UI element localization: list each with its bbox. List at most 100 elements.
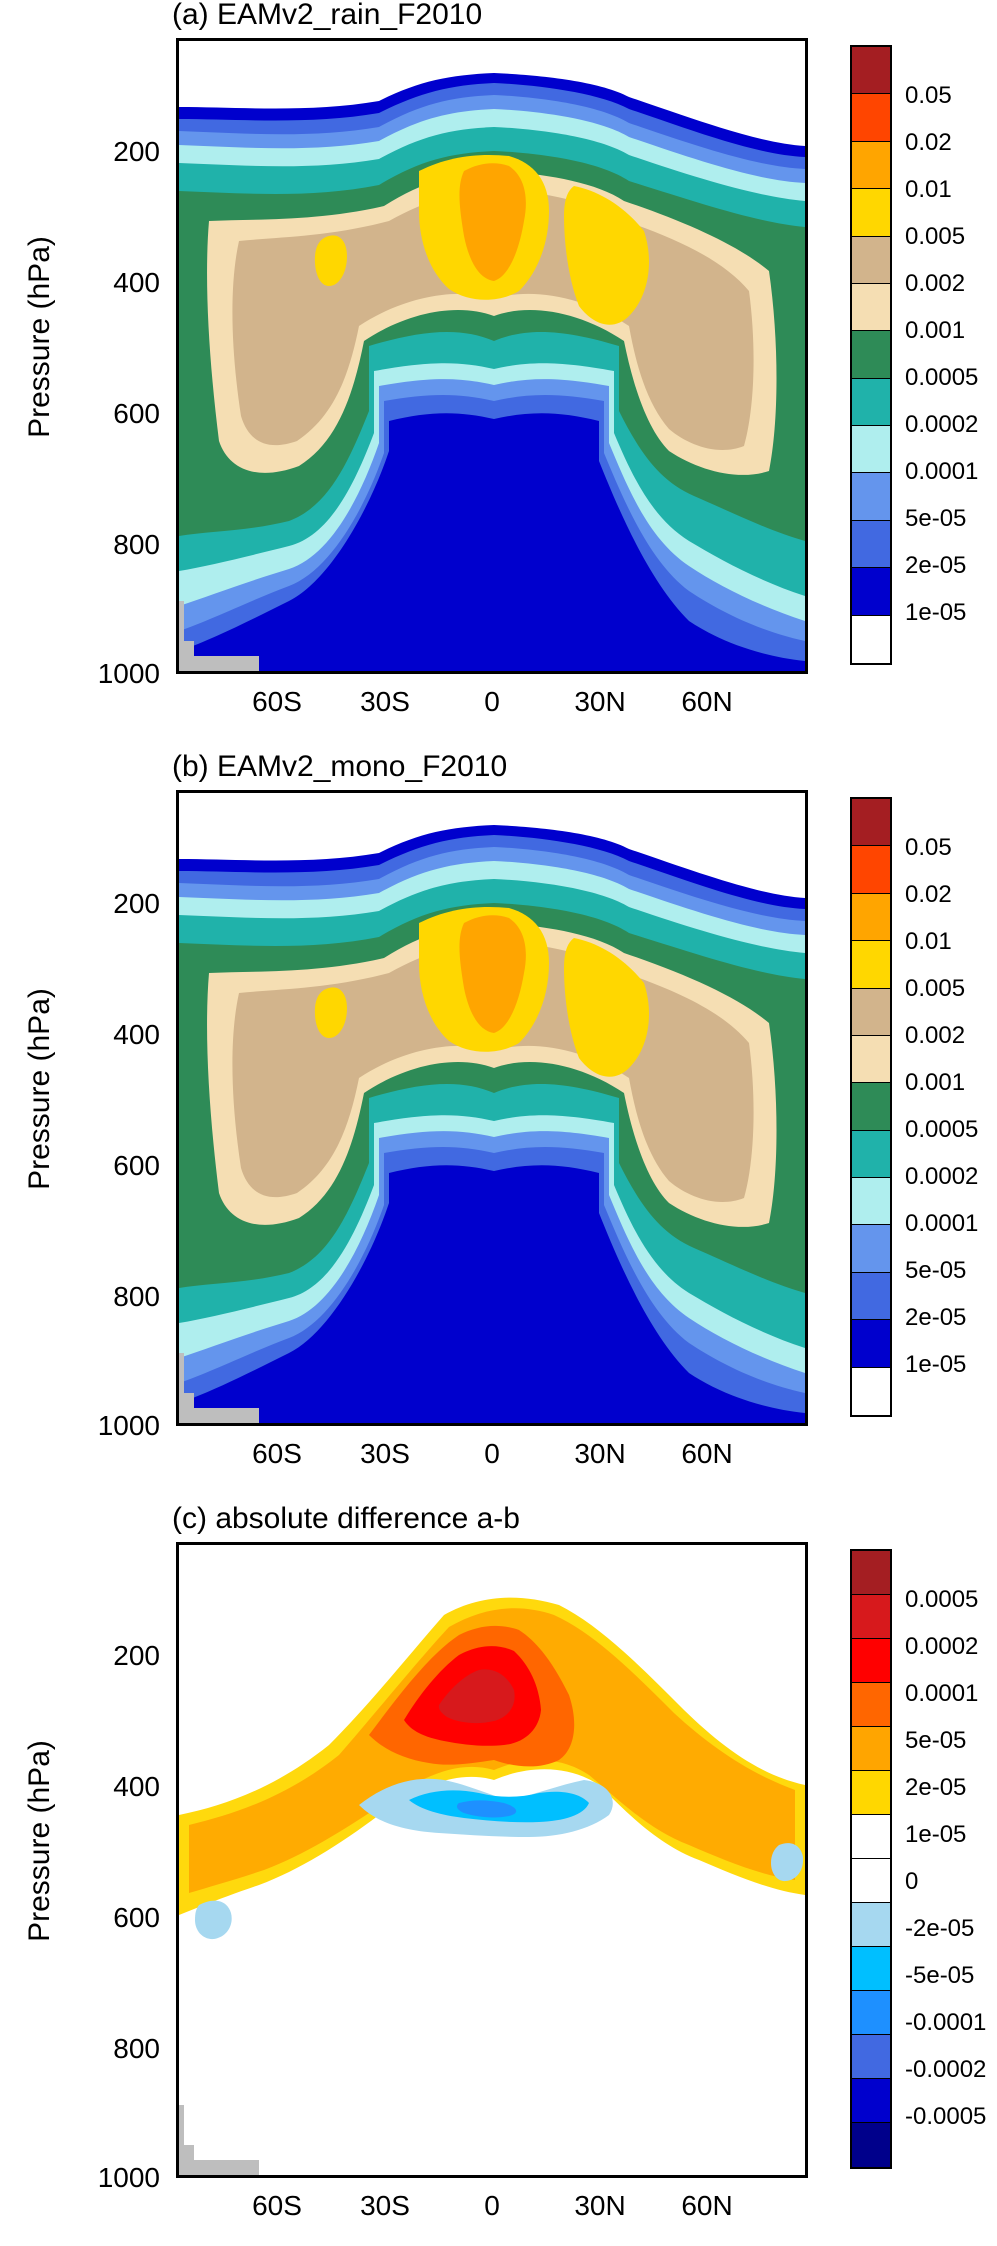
colorbar-swatch	[852, 893, 890, 942]
contour-1e-02	[459, 915, 526, 1033]
panel-b-colorbar	[850, 797, 892, 1417]
xtick-30S: 30S	[360, 686, 410, 717]
colorbar-swatch	[852, 283, 890, 332]
colorbar-swatch	[852, 1771, 890, 1815]
xtick-60N: 60N	[681, 686, 733, 717]
xtick-0: 0	[484, 2190, 500, 2221]
ytick-800: 800	[113, 529, 160, 560]
colorbar-swatch	[852, 141, 890, 190]
cbar-label: 0.005	[905, 223, 966, 250]
cbar-label: 0.05	[905, 834, 952, 861]
colorbar-swatch	[852, 799, 890, 847]
colorbar-swatch	[852, 2035, 890, 2079]
terrain	[179, 601, 259, 671]
ytick-200: 200	[113, 888, 160, 919]
cbar-label: 0.0002	[905, 1163, 979, 1190]
xtick-60N: 60N	[681, 1438, 733, 1469]
colorbar-swatch	[852, 1272, 890, 1321]
cbar-label: 2e-05	[905, 1774, 967, 1801]
cbar-label: 5e-05	[905, 505, 967, 532]
cbar-label: 1e-05	[905, 1821, 967, 1848]
contour-5e-03-b	[564, 938, 649, 1077]
colorbar-swatch	[852, 846, 890, 894]
cbar-label: 5e-05	[905, 1727, 967, 1754]
diff-band-left-blue	[195, 1900, 232, 1940]
xtick-0: 0	[484, 686, 500, 717]
ytick-200: 200	[113, 1640, 160, 1671]
xtick-60S: 60S	[252, 1438, 302, 1469]
xtick-30N: 30N	[574, 2190, 626, 2221]
diff-band-neg-1e-04	[456, 1800, 517, 1818]
cbar-label: -0.0002	[905, 2056, 987, 2083]
colorbar-swatch	[852, 2079, 890, 2123]
contour-5e-03-b	[564, 186, 649, 325]
contour-1e-02	[459, 163, 526, 281]
colorbar-swatch	[852, 988, 890, 1036]
cbar-label: 5e-05	[905, 1257, 967, 1284]
colorbar-swatch	[852, 1639, 890, 1683]
colorbar-swatch	[852, 1947, 890, 1991]
ytick-1000: 1000	[97, 2162, 160, 2193]
cbar-label: 0.0005	[905, 1586, 979, 1613]
cbar-label: 0.01	[905, 176, 952, 203]
colorbar-swatch	[852, 1551, 890, 1595]
colorbar-swatch	[852, 1130, 890, 1178]
cbar-label: 0.0002	[905, 411, 979, 438]
contour-5e-03-c	[314, 235, 347, 286]
cbar-label: 1e-05	[905, 599, 967, 626]
xtick-30N: 30N	[574, 686, 626, 717]
xtick-60S: 60S	[252, 686, 302, 717]
cbar-label: 0.0001	[905, 1210, 979, 1237]
cbar-label: -5e-05	[905, 1962, 975, 1989]
panel-a-plot	[176, 38, 808, 674]
cbar-label: 2e-05	[905, 552, 967, 579]
panel-c-colorbar	[850, 1549, 892, 2169]
colorbar-swatch	[852, 1035, 890, 1084]
cbar-label: -2e-05	[905, 1915, 975, 1942]
ytick-600: 600	[113, 398, 160, 429]
ytick-800: 800	[113, 2033, 160, 2064]
cbar-label: 0.002	[905, 1022, 966, 1049]
colorbar-swatch	[852, 520, 890, 569]
xtick-30S: 30S	[360, 2190, 410, 2221]
ytick-1000: 1000	[97, 658, 160, 689]
cbar-label: 0.002	[905, 270, 966, 297]
cbar-label: 0.001	[905, 317, 966, 344]
cbar-label: -0.0001	[905, 2009, 987, 2036]
cbar-label: 0.005	[905, 975, 966, 1002]
ytick-600: 600	[113, 1150, 160, 1181]
panel-a-title: (a) EAMv2_rain_F2010	[172, 0, 483, 31]
colorbar-swatch	[852, 236, 890, 284]
contour-5e-03-c	[314, 987, 347, 1038]
cbar-label: 0.0002	[905, 1633, 979, 1660]
colorbar-swatch	[852, 1595, 890, 1639]
cbar-label: 0.0005	[905, 364, 979, 391]
panel-c-contours	[179, 1597, 805, 2175]
xtick-60S: 60S	[252, 2190, 302, 2221]
ytick-400: 400	[113, 267, 160, 298]
diff-band-right-blue	[771, 1843, 804, 1882]
cbar-label: 0	[905, 1868, 919, 1895]
colorbar-swatch	[852, 1903, 890, 1947]
colorbar-swatch	[852, 189, 890, 237]
panel-a: (a) EAMv2_rain_F2010 Pressure (hPa) 200 …	[0, 0, 997, 716]
xtick-0: 0	[484, 1438, 500, 1469]
cbar-label: 0.0001	[905, 458, 979, 485]
cbar-label: 2e-05	[905, 1304, 967, 1331]
ytick-1000: 1000	[97, 1410, 160, 1441]
ytick-600: 600	[113, 1902, 160, 1933]
cbar-label: 0.02	[905, 129, 952, 156]
cbar-label: 0.0005	[905, 1116, 979, 1143]
colorbar-swatch	[852, 941, 890, 989]
panel-b-ylabel: Pressure (hPa)	[23, 988, 56, 1190]
ytick-800: 800	[113, 1281, 160, 1312]
colorbar-swatch	[852, 1178, 890, 1226]
colorbar-swatch	[852, 1367, 890, 1415]
xtick-30S: 30S	[360, 1438, 410, 1469]
panel-c-plot	[176, 1542, 808, 2178]
colorbar-swatch	[852, 1859, 890, 1903]
colorbar-swatch	[852, 568, 890, 616]
colorbar-swatch	[852, 473, 890, 521]
colorbar-swatch	[852, 331, 890, 379]
colorbar-swatch	[852, 2123, 890, 2167]
